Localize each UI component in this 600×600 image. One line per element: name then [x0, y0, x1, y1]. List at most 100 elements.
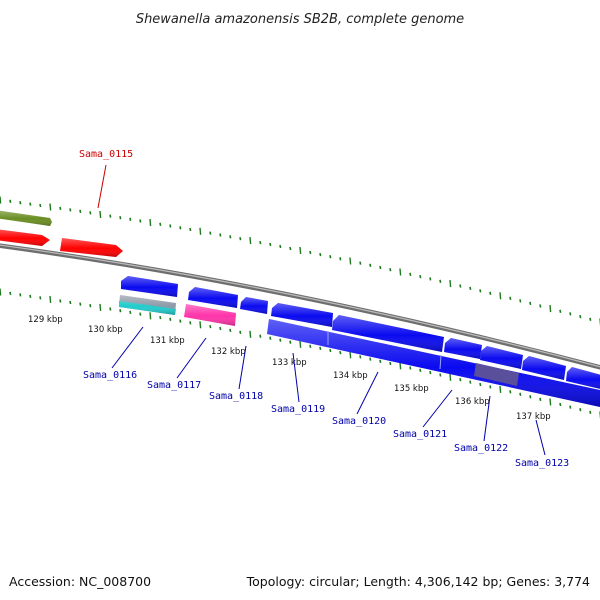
gene-feature[interactable] — [119, 295, 176, 315]
gene-feature[interactable] — [0, 229, 50, 246]
gene-feature-sama-0116[interactable] — [121, 276, 178, 297]
gene-label-sama-0116[interactable]: Sama_0116 — [83, 370, 137, 381]
gene-label-sama-0119[interactable]: Sama_0119 — [271, 404, 325, 415]
minor-tick — [529, 301, 532, 306]
minor-tick — [319, 346, 322, 351]
minor-tick — [329, 255, 332, 259]
minor-tick — [559, 402, 562, 407]
minor-tick — [79, 302, 82, 306]
minor-tick — [239, 330, 242, 334]
minor-tick — [569, 312, 572, 316]
minor-tick — [29, 202, 32, 206]
minor-tick — [339, 350, 342, 355]
major-tick — [299, 246, 302, 255]
minor-tick — [59, 299, 62, 303]
major-tick — [199, 227, 202, 235]
minor-tick — [319, 252, 322, 257]
tick-label: 131 kbp — [150, 336, 185, 346]
leader-sama-0119 — [292, 352, 300, 403]
minor-tick — [9, 291, 12, 296]
gene-feature[interactable] — [566, 367, 600, 390]
minor-tick — [389, 361, 392, 366]
gene-feature-sama-0118[interactable] — [240, 297, 268, 314]
minor-tick — [219, 233, 222, 237]
gene-feature-sama-0115[interactable] — [60, 238, 123, 257]
minor-tick — [129, 310, 132, 315]
minor-tick — [469, 380, 472, 384]
minor-tick — [259, 240, 262, 245]
minor-tick — [459, 378, 462, 382]
minor-tick — [209, 324, 212, 329]
minor-tick — [69, 300, 72, 305]
gene-label-sama-0121[interactable]: Sama_0121 — [393, 429, 447, 440]
minor-tick — [119, 216, 122, 220]
minor-tick — [559, 309, 562, 313]
minor-tick — [59, 206, 62, 211]
major-tick — [349, 351, 352, 359]
leader-sama-0123 — [535, 419, 546, 456]
tick-label: 135 kbp — [394, 384, 429, 394]
major-tick — [449, 373, 452, 381]
minor-tick — [179, 226, 182, 230]
minor-tick — [509, 296, 512, 300]
gene-feature-sama-0122[interactable] — [480, 346, 523, 369]
gene-feature[interactable] — [474, 363, 519, 386]
gene-label-sama-0115[interactable]: Sama_0115 — [79, 149, 133, 160]
gene-label-sama-0120[interactable]: Sama_0120 — [332, 416, 386, 427]
minor-tick — [169, 224, 172, 228]
gene-feature-sama-0120[interactable] — [332, 315, 444, 352]
minor-tick — [229, 235, 232, 239]
gene-feature-sama-0119[interactable] — [271, 303, 333, 327]
gene-feature-sama-0123[interactable] — [522, 356, 566, 380]
gene-feature-sama-0121[interactable] — [444, 338, 482, 359]
minor-tick — [9, 199, 12, 203]
minor-tick — [189, 321, 192, 325]
minor-tick — [419, 274, 422, 279]
major-tick — [99, 210, 102, 219]
minor-tick — [369, 263, 372, 267]
minor-tick — [389, 268, 392, 272]
tick-label: 133 kbp — [272, 358, 307, 368]
minor-tick — [479, 289, 482, 293]
genome-backbone — [0, 243, 600, 370]
minor-tick — [439, 373, 442, 377]
tick-label: 137 kbp — [516, 412, 551, 422]
minor-tick — [109, 214, 112, 218]
minor-tick — [529, 395, 532, 399]
major-tick — [249, 330, 252, 338]
topology-text: Topology: circular; Length: 4,306,142 bp… — [246, 574, 590, 589]
minor-tick — [489, 385, 492, 389]
inner-tick-ring — [0, 288, 600, 419]
minor-tick — [379, 359, 382, 363]
minor-tick — [359, 355, 362, 359]
tick-label: 130 kbp — [88, 325, 123, 335]
tick-label: 132 kbp — [211, 347, 246, 357]
minor-tick — [109, 307, 112, 311]
gene-feature[interactable] — [184, 304, 236, 326]
leader-sama-0116 — [111, 326, 144, 369]
minor-tick — [269, 242, 272, 247]
leader-sama-0117 — [176, 337, 207, 379]
minor-tick — [359, 261, 362, 265]
leader-sama-0122 — [483, 395, 491, 442]
minor-tick — [589, 410, 592, 414]
gene-label-sama-0117[interactable]: Sama_0117 — [147, 380, 201, 391]
minor-tick — [69, 208, 72, 212]
gene-feature-sama-0117[interactable] — [188, 287, 238, 308]
major-tick — [0, 196, 2, 204]
gene-feature[interactable] — [0, 210, 52, 226]
forward-strand-genes — [0, 210, 123, 257]
gene-label-sama-0123[interactable]: Sama_0123 — [515, 458, 569, 469]
tick-label: 134 kbp — [333, 371, 368, 381]
label-leaders — [97, 164, 546, 456]
gene-label-sama-0118[interactable]: Sama_0118 — [209, 391, 263, 402]
minor-tick — [39, 296, 42, 300]
gene-label-sama-0122[interactable]: Sama_0122 — [454, 443, 508, 454]
minor-tick — [579, 408, 582, 412]
minor-tick — [469, 286, 472, 291]
major-tick — [399, 362, 402, 370]
reverse-strand-genes — [119, 276, 600, 407]
minor-tick — [219, 326, 222, 331]
leader-sama-0115 — [97, 164, 107, 209]
